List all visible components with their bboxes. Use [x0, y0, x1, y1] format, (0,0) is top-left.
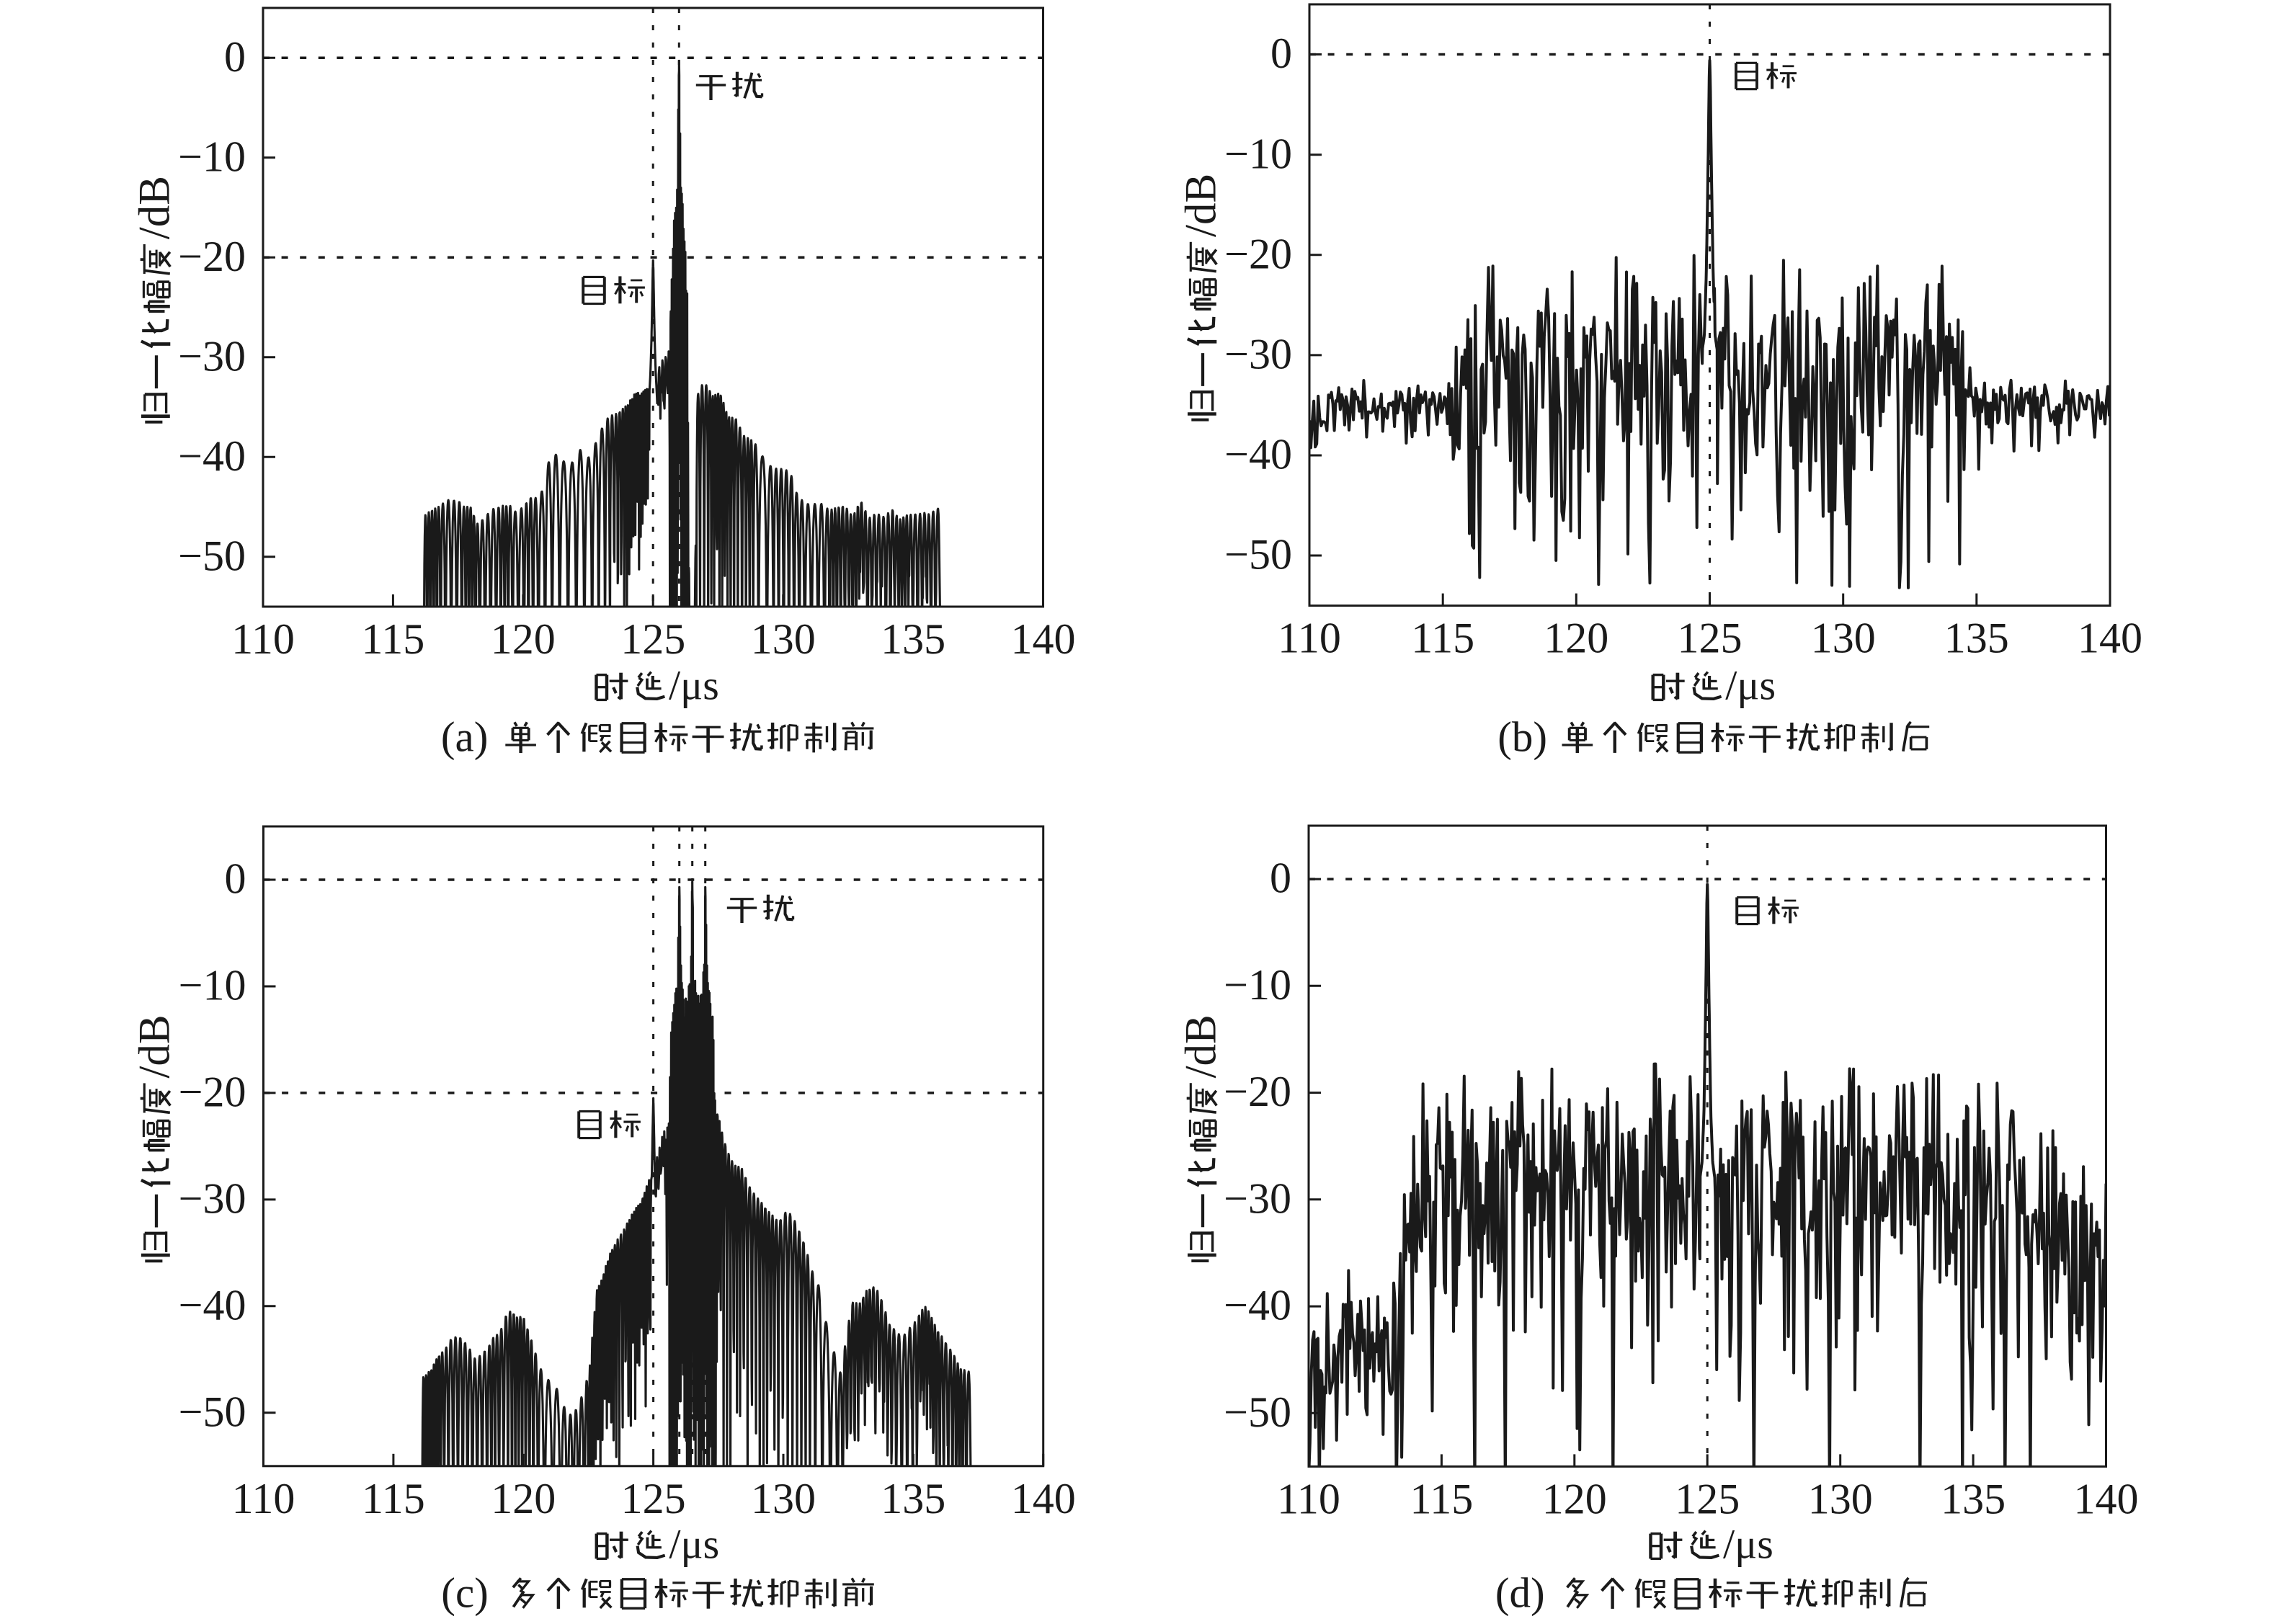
svg-text:125: 125: [1675, 1475, 1740, 1522]
svg-text:−50: −50: [1224, 531, 1292, 579]
svg-text:/dB: /dB: [131, 1014, 179, 1078]
svg-text:−50: −50: [178, 532, 246, 579]
svg-text:/μs: /μs: [669, 662, 719, 709]
svg-text:−40: −40: [178, 432, 246, 480]
svg-text:−10: −10: [178, 133, 246, 180]
svg-text:−30: −30: [179, 1174, 246, 1222]
svg-text:−20: −20: [1224, 1068, 1291, 1115]
svg-text:/μs: /μs: [669, 1521, 719, 1568]
svg-text:−40: −40: [1224, 1282, 1291, 1329]
svg-text:130: 130: [751, 615, 816, 663]
svg-text:0: 0: [225, 855, 246, 903]
svg-text:140: 140: [2074, 1475, 2139, 1522]
svg-text:(c): (c): [441, 1569, 488, 1617]
svg-text:0: 0: [1270, 855, 1291, 902]
svg-text:110: 110: [1277, 1475, 1340, 1522]
svg-text:135: 135: [1944, 615, 2009, 662]
svg-text:−10: −10: [179, 962, 246, 1009]
svg-text:135: 135: [1941, 1475, 2006, 1522]
svg-text:125: 125: [621, 1475, 686, 1522]
svg-text:−20: −20: [178, 233, 246, 280]
svg-text:135: 135: [881, 615, 945, 663]
svg-text:140: 140: [1011, 615, 1076, 663]
svg-text:130: 130: [1811, 615, 1876, 662]
svg-text:−10: −10: [1224, 961, 1291, 1009]
svg-text:0: 0: [224, 33, 246, 81]
svg-text:110: 110: [232, 1475, 295, 1522]
svg-text:−10: −10: [1224, 130, 1292, 177]
svg-text:110: 110: [231, 615, 295, 663]
svg-text:120: 120: [1542, 1475, 1607, 1522]
svg-text:115: 115: [362, 615, 425, 663]
svg-text:135: 135: [881, 1475, 945, 1522]
svg-text:−40: −40: [179, 1281, 246, 1329]
svg-text:115: 115: [1411, 615, 1474, 662]
svg-text:/μs: /μs: [1725, 662, 1776, 709]
svg-text:125: 125: [1678, 615, 1742, 662]
svg-text:−30: −30: [1224, 330, 1292, 378]
svg-text:/μs: /μs: [1723, 1521, 1773, 1568]
svg-text:(a): (a): [441, 713, 488, 761]
svg-text:0: 0: [1270, 30, 1292, 77]
svg-text:/dB: /dB: [1178, 1014, 1226, 1078]
svg-text:120: 120: [1544, 615, 1608, 662]
svg-text:−30: −30: [1224, 1174, 1291, 1222]
svg-text:(b): (b): [1497, 713, 1547, 761]
svg-text:(d): (d): [1495, 1569, 1545, 1617]
svg-text:130: 130: [1808, 1475, 1873, 1522]
svg-text:−50: −50: [1224, 1388, 1291, 1436]
svg-text:120: 120: [491, 615, 556, 663]
svg-text:/dB: /dB: [1178, 174, 1226, 237]
svg-text:/dB: /dB: [131, 176, 179, 239]
svg-text:140: 140: [1011, 1475, 1076, 1522]
svg-text:140: 140: [2078, 615, 2142, 662]
svg-text:−20: −20: [179, 1068, 246, 1115]
svg-text:−40: −40: [1224, 431, 1292, 478]
svg-text:115: 115: [362, 1475, 425, 1522]
svg-text:−20: −20: [1224, 230, 1292, 277]
svg-text:125: 125: [620, 615, 685, 663]
svg-text:120: 120: [491, 1475, 556, 1522]
svg-text:110: 110: [1278, 615, 1341, 662]
svg-text:−50: −50: [179, 1388, 246, 1435]
svg-text:115: 115: [1410, 1475, 1474, 1522]
svg-text:−30: −30: [178, 332, 246, 380]
svg-text:130: 130: [751, 1475, 816, 1522]
